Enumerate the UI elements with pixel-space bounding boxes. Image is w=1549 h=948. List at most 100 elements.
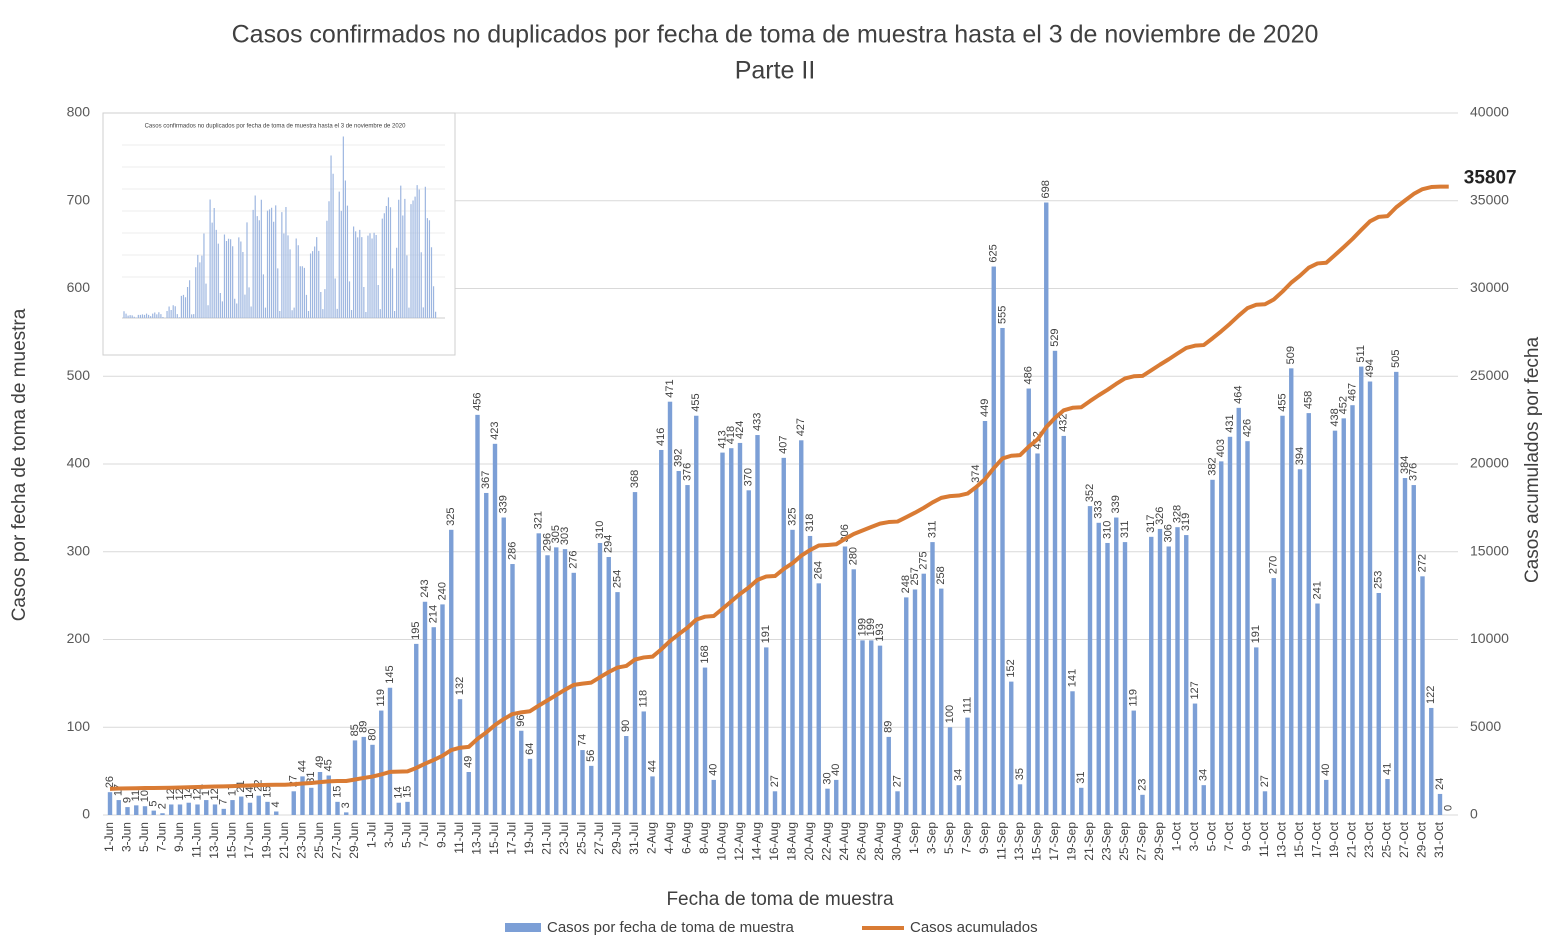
x-tick-label: 21-Jul xyxy=(540,822,554,855)
data-label: 26 xyxy=(104,776,116,788)
x-tick-label: 29-Jul xyxy=(610,822,624,855)
y-tick-label: 300 xyxy=(67,542,91,558)
data-label: 199 xyxy=(865,618,877,636)
data-label: 152 xyxy=(1005,659,1017,677)
data-label: 14 xyxy=(393,786,405,798)
bar xyxy=(895,791,900,815)
y2-tick-label: 25000 xyxy=(1470,367,1509,383)
x-tick-label: 7-Oct xyxy=(1222,821,1236,851)
data-label: 464 xyxy=(1233,385,1245,403)
data-label: 311 xyxy=(926,521,938,539)
data-label: 449 xyxy=(979,399,991,417)
bar xyxy=(1324,779,1329,815)
data-label: 118 xyxy=(638,690,650,708)
legend-label: Casos por fecha de toma de muestra xyxy=(547,919,794,936)
data-label: 0 xyxy=(1443,805,1455,811)
bar xyxy=(816,583,821,815)
data-label: 424 xyxy=(734,421,746,439)
bar xyxy=(1192,703,1198,815)
bar xyxy=(886,736,891,815)
x-tick-label: 11-Jul xyxy=(452,822,466,854)
data-label: 15 xyxy=(261,786,273,798)
data-label: 431 xyxy=(1224,414,1236,432)
bar xyxy=(1026,388,1031,815)
data-label: 191 xyxy=(1250,625,1262,643)
y-tick-label: 600 xyxy=(67,279,91,295)
x-tick-label: 19-Sep xyxy=(1065,822,1079,861)
bar xyxy=(1149,536,1154,815)
data-label: 193 xyxy=(874,623,886,641)
data-label: 352 xyxy=(1084,484,1096,502)
bar xyxy=(1184,535,1189,815)
bar xyxy=(589,765,594,815)
data-label: 122 xyxy=(1425,686,1437,704)
bar xyxy=(519,730,524,815)
x-tick-label: 5-Oct xyxy=(1205,821,1219,851)
data-label: 319 xyxy=(1180,513,1192,531)
data-label: 40 xyxy=(1320,764,1332,776)
bar xyxy=(1219,461,1224,815)
bar xyxy=(947,727,953,815)
data-label: 286 xyxy=(506,542,518,560)
data-label: 41 xyxy=(1381,763,1393,775)
bar xyxy=(1385,779,1390,815)
bar xyxy=(186,802,191,815)
data-label: 456 xyxy=(471,393,483,411)
data-label: 100 xyxy=(944,705,956,723)
bar xyxy=(1140,794,1145,815)
data-label: 333 xyxy=(1093,500,1105,518)
bar xyxy=(370,744,375,815)
bar xyxy=(379,710,384,815)
x-tick-label: 17-Oct xyxy=(1310,821,1324,858)
bar xyxy=(1157,528,1163,815)
bar xyxy=(466,772,471,815)
x-tick-label: 18-Aug xyxy=(785,822,799,861)
bar xyxy=(422,601,428,815)
bar xyxy=(1035,453,1040,815)
data-label: 31 xyxy=(1075,772,1087,784)
x-tick-label: 9-Sep xyxy=(977,822,991,854)
bar xyxy=(1271,578,1276,815)
bar xyxy=(702,667,708,815)
bar xyxy=(484,492,489,815)
x-tick-label: 29-Sep xyxy=(1152,822,1166,861)
data-label: 240 xyxy=(436,582,448,600)
x-axis-title: Fecha de toma de muestra xyxy=(666,889,893,910)
data-label: 64 xyxy=(524,743,536,755)
bar xyxy=(860,640,865,815)
x-tick-label: 3-Jul xyxy=(382,822,396,848)
data-label: 326 xyxy=(1154,507,1166,525)
x-tick-label: 25-Jul xyxy=(575,822,589,855)
y2-axis-title: Casos acumulados por fecha xyxy=(1522,337,1543,584)
bar xyxy=(606,557,611,815)
legend: Casos por fecha de toma de muestra Casos … xyxy=(505,919,1038,936)
bar xyxy=(326,775,331,815)
x-tick-label: 13-Sep xyxy=(1012,822,1026,861)
data-label: 418 xyxy=(725,426,737,444)
data-label: 132 xyxy=(454,677,466,695)
data-label: 7 xyxy=(218,799,230,805)
x-tick-label: 11-Jun xyxy=(190,822,204,858)
x-tick-label: 29-Oct xyxy=(1415,821,1429,858)
x-tick-label: 29-Jun xyxy=(347,822,361,859)
bar xyxy=(580,750,585,815)
bar xyxy=(764,647,769,815)
data-label: 310 xyxy=(1101,521,1113,539)
data-label: 511 xyxy=(1355,345,1367,363)
bar xyxy=(1289,368,1294,815)
data-label: 328 xyxy=(1171,505,1183,523)
cumulative-line xyxy=(109,184,1449,791)
x-tick-label: 25-Oct xyxy=(1380,821,1394,858)
bar xyxy=(1210,479,1215,815)
y2-tick-label: 20000 xyxy=(1470,455,1509,471)
y2-tick-label: 40000 xyxy=(1470,104,1509,120)
bar xyxy=(930,542,935,815)
bar xyxy=(711,779,716,815)
bar xyxy=(160,813,165,815)
x-tick-label: 26-Aug xyxy=(855,822,869,861)
data-label: 30 xyxy=(821,772,833,784)
x-tick-label: 13-Jul xyxy=(470,822,484,855)
bar xyxy=(676,471,681,815)
bar xyxy=(694,415,699,815)
